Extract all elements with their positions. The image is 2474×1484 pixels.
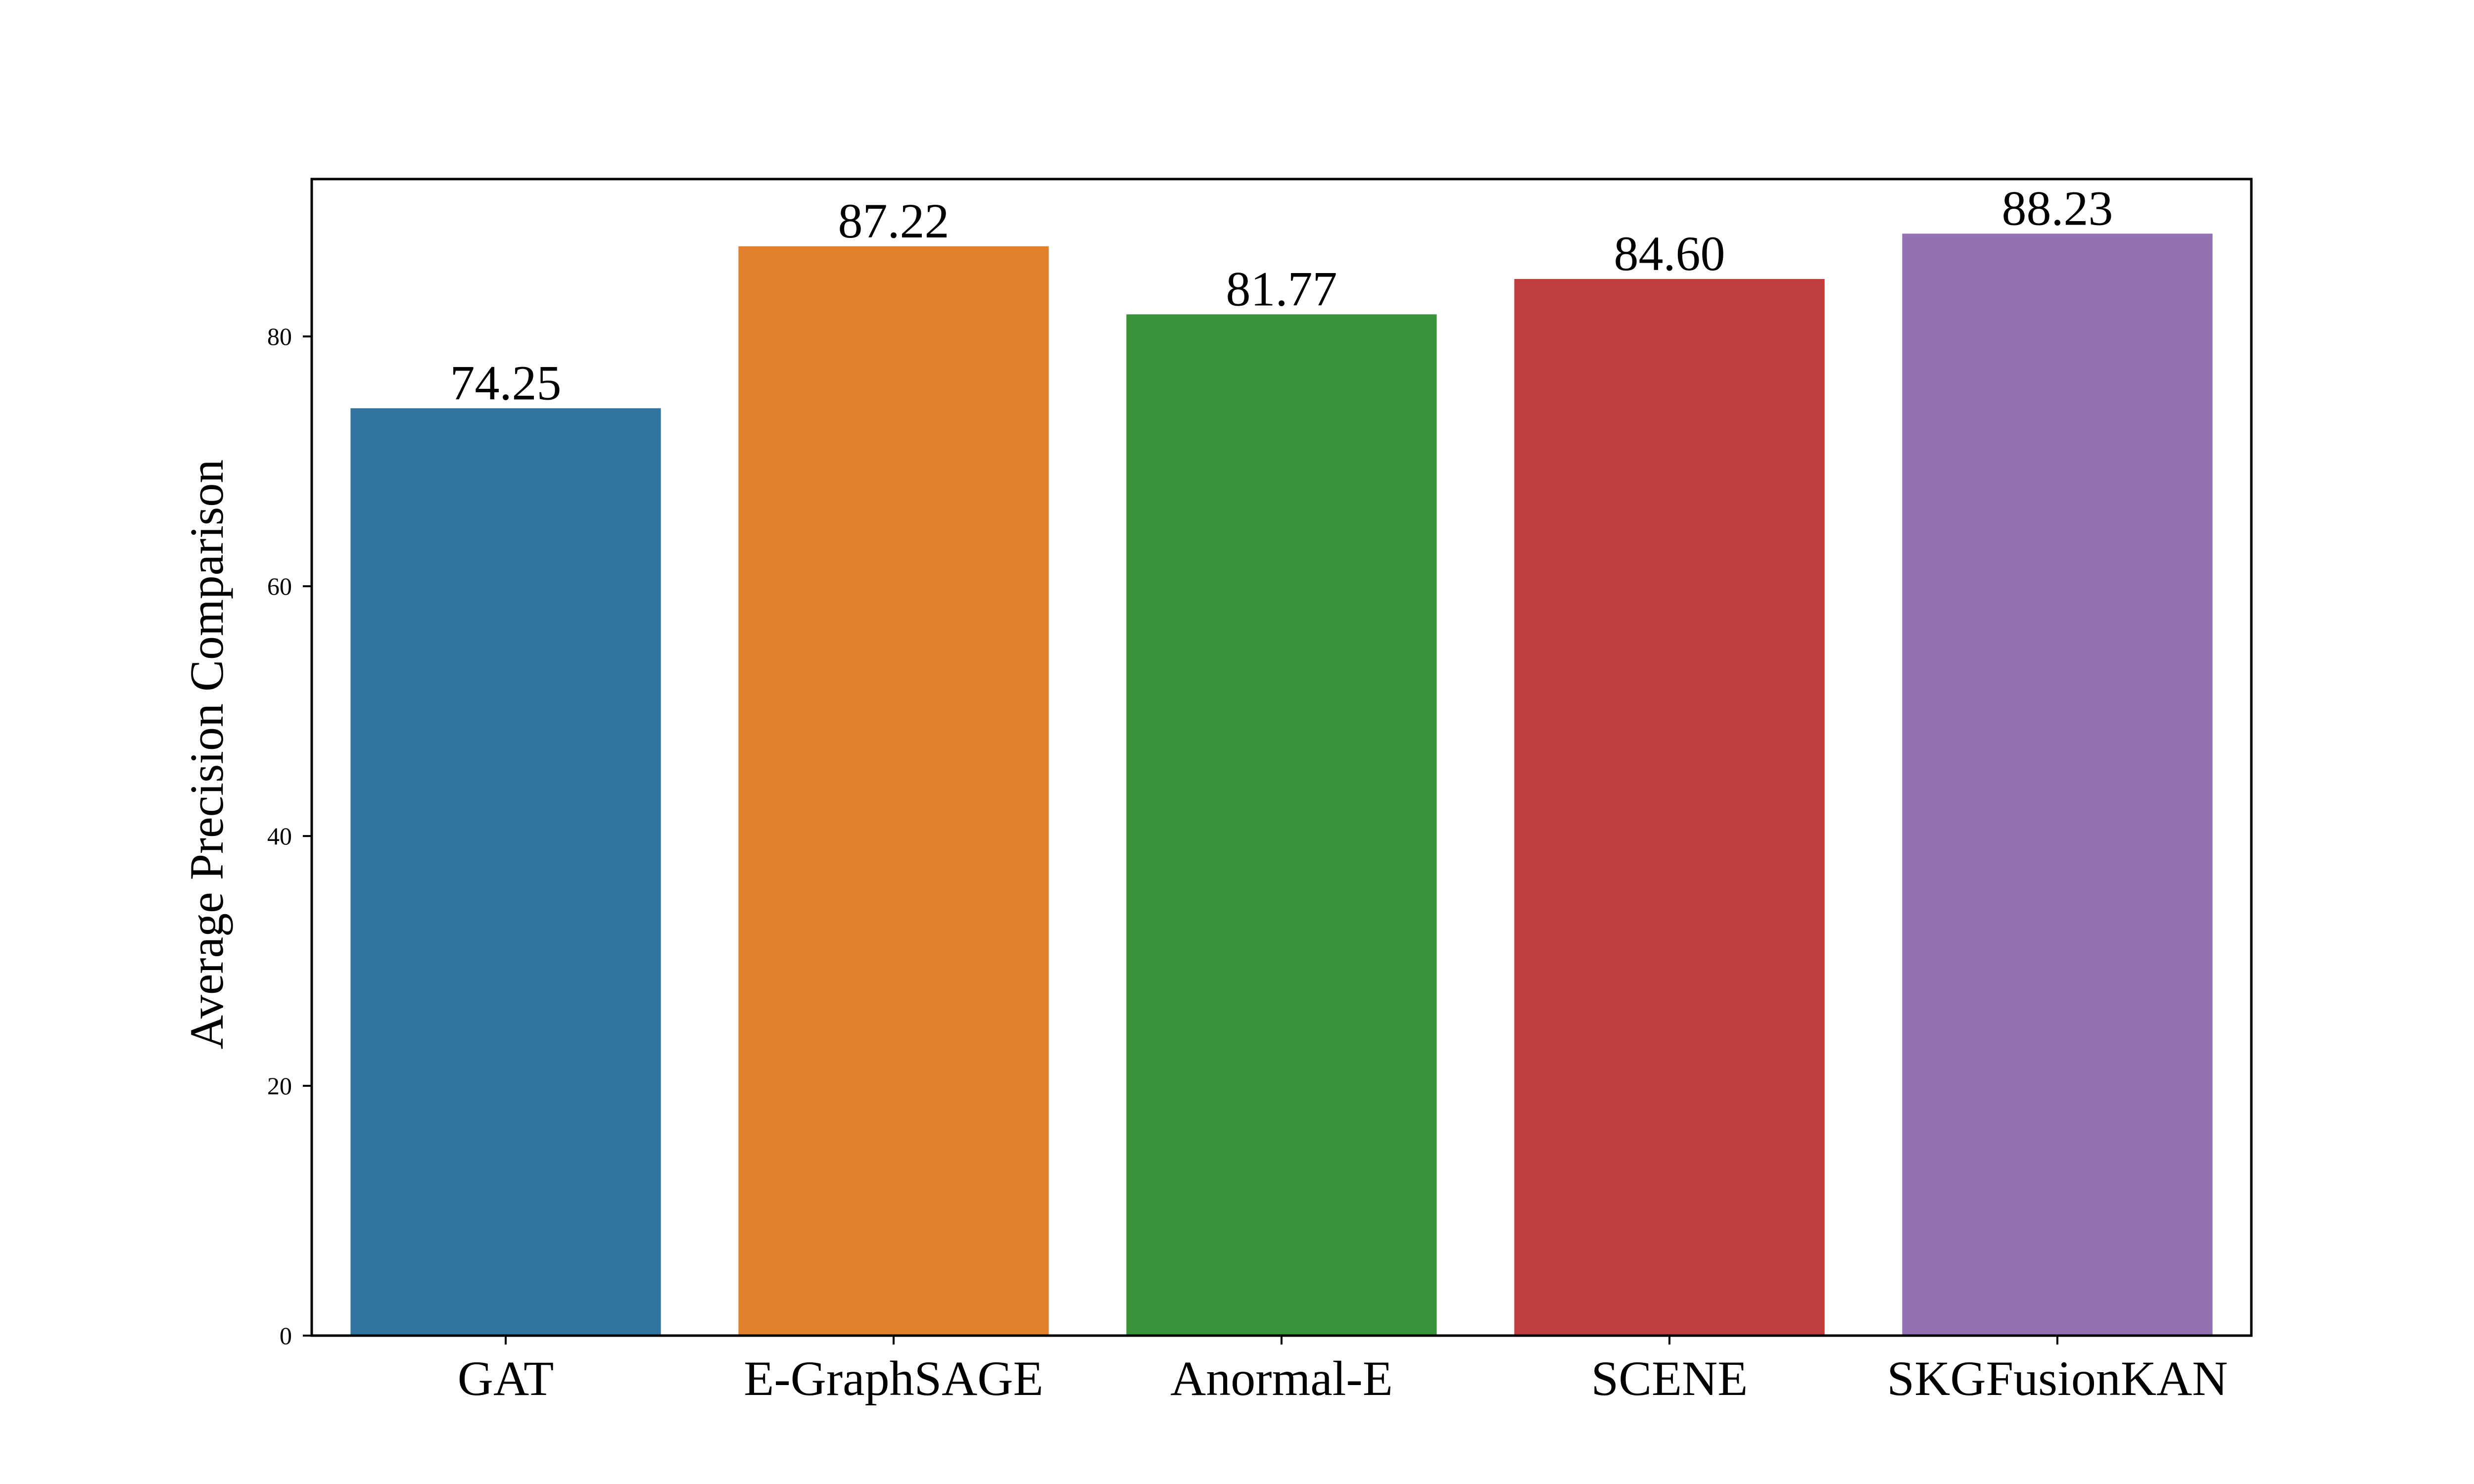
plot-frame	[310, 178, 2253, 1337]
bar-gat	[350, 408, 661, 1336]
x-tick-label: SKGFusionKAN	[1887, 1351, 2228, 1406]
bar-e-graphsage	[738, 246, 1049, 1336]
x-tick-label: E-GraphSAGE	[744, 1351, 1043, 1406]
x-tick-label: GAT	[458, 1351, 554, 1406]
y-tick-label: 40	[267, 822, 292, 850]
x-axis-ticks: GAT E-GraphSAGE Anormal-E SCENE SKGFusionKAN	[458, 1336, 2228, 1406]
bar-value-label: 87.22	[838, 193, 950, 248]
x-tick-label: Anormal-E	[1170, 1351, 1393, 1406]
x-tick-label: SCENE	[1591, 1351, 1748, 1406]
bar-skgfusionkan	[1902, 233, 2213, 1336]
y-tick-label: 0	[280, 1322, 292, 1349]
bar-value-label: 81.77	[1226, 261, 1337, 316]
y-axis-ticks: 0 20 40 60 80	[267, 323, 312, 1349]
bar-value-label: 88.23	[2002, 181, 2113, 235]
y-tick-label: 20	[267, 1072, 292, 1100]
bar-value-label: 74.25	[450, 355, 562, 410]
bar-value-label: 84.60	[1614, 226, 1725, 281]
bars	[350, 233, 2213, 1336]
bar-scene	[1514, 278, 1825, 1336]
y-tick-label: 80	[267, 323, 292, 350]
bar-anormal-e	[1126, 314, 1437, 1336]
value-labels: 74.25 87.22 81.77 84.60 88.23	[450, 181, 2113, 410]
y-tick-label: 60	[267, 572, 292, 600]
y-axis-label: Average Precision Comparison	[180, 460, 233, 1050]
